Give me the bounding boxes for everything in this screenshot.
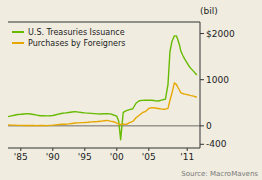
plot-area bbox=[8, 36, 197, 140]
chart: $2000 1000 0 -400 '85 '90 '95 '00 '05 '11 U.S. Tre… bbox=[0, 0, 262, 180]
x-tick-label: '90 bbox=[46, 152, 60, 162]
legend-swatch bbox=[12, 42, 24, 44]
x-tick-label: '05 bbox=[142, 152, 156, 162]
y-axis bbox=[200, 22, 201, 148]
legend-label: U.S. Treasuries Issuance bbox=[28, 28, 125, 37]
x-tick-label: '11 bbox=[180, 152, 194, 162]
legend-label: Purchases by Foreigners bbox=[28, 39, 125, 48]
x-tick-label: '85 bbox=[14, 152, 28, 162]
y-tick-label: 0 bbox=[206, 121, 212, 131]
y-tick-label: 1000 bbox=[206, 75, 229, 85]
title: (bil) bbox=[200, 6, 218, 16]
series-line bbox=[8, 83, 197, 126]
background bbox=[0, 0, 262, 180]
top-border bbox=[8, 22, 200, 23]
series-line bbox=[8, 36, 197, 140]
y-tick bbox=[200, 79, 204, 80]
y-tick bbox=[200, 125, 204, 126]
x-tick-label: '95 bbox=[78, 152, 92, 162]
x-tick bbox=[52, 148, 53, 151]
y-tick-label: -400 bbox=[206, 139, 227, 149]
y-tick bbox=[200, 33, 204, 34]
y-tick-label: $2000 bbox=[206, 29, 235, 39]
x-tick bbox=[116, 148, 117, 151]
source-note: Source: MacroMavens bbox=[181, 170, 258, 178]
y-tick bbox=[200, 144, 204, 145]
x-tick bbox=[148, 148, 149, 151]
x-tick-label: '00 bbox=[110, 152, 124, 162]
legend-swatch bbox=[12, 31, 24, 33]
x-axis bbox=[8, 148, 200, 149]
x-tick bbox=[84, 148, 85, 151]
x-tick bbox=[187, 148, 188, 151]
x-tick bbox=[20, 148, 21, 151]
legend: U.S. Treasuries Issuance Purchases by For… bbox=[12, 28, 125, 48]
